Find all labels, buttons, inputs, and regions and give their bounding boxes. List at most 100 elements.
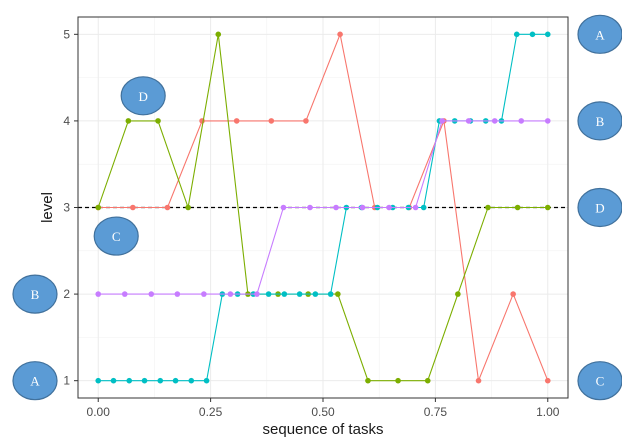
data-point bbox=[110, 377, 117, 384]
bubble-label: A bbox=[30, 374, 40, 389]
y-tick-label: 2 bbox=[63, 287, 70, 301]
bubble-shape bbox=[12, 361, 58, 401]
data-point bbox=[157, 377, 164, 384]
data-point bbox=[130, 204, 136, 211]
bubble-c: C bbox=[93, 216, 139, 256]
data-point bbox=[188, 377, 195, 384]
data-point bbox=[254, 291, 260, 297]
bubble-shape bbox=[577, 361, 622, 401]
data-point bbox=[174, 291, 181, 297]
x-tick-label: 0.75 bbox=[424, 405, 448, 419]
data-point bbox=[280, 204, 287, 211]
bubble-shape bbox=[577, 14, 622, 54]
data-point bbox=[514, 204, 521, 211]
data-point bbox=[491, 118, 498, 124]
data-point bbox=[148, 291, 155, 297]
data-point bbox=[327, 291, 334, 297]
bubble-label: D bbox=[595, 201, 604, 216]
data-point bbox=[95, 377, 102, 384]
bubble-label: B bbox=[596, 114, 605, 129]
data-point bbox=[359, 204, 366, 211]
data-point bbox=[95, 204, 102, 211]
data-point bbox=[121, 291, 128, 297]
data-point bbox=[281, 291, 288, 297]
y-axis-ticks: 1 2 3 4 5 bbox=[63, 27, 78, 388]
y-tick-label: 1 bbox=[63, 374, 70, 388]
data-point bbox=[439, 118, 445, 124]
series-layer bbox=[95, 31, 551, 384]
data-point bbox=[529, 31, 536, 38]
data-point bbox=[544, 31, 551, 38]
series-line bbox=[98, 120, 548, 295]
bubble-d: D bbox=[577, 187, 622, 228]
data-point bbox=[365, 377, 371, 384]
data-point bbox=[455, 291, 461, 297]
data-point bbox=[296, 291, 303, 297]
x-tick-label: 0.00 bbox=[87, 405, 111, 419]
data-point bbox=[518, 118, 525, 124]
data-point bbox=[335, 291, 341, 297]
bubble-label: A bbox=[595, 27, 605, 42]
data-point bbox=[395, 377, 401, 384]
y-axis-title: level bbox=[39, 192, 56, 223]
data-point bbox=[201, 291, 207, 297]
data-point bbox=[126, 377, 133, 384]
data-point bbox=[312, 291, 319, 297]
data-point bbox=[164, 204, 171, 211]
bubble-label: C bbox=[112, 229, 121, 244]
data-point bbox=[485, 204, 491, 211]
data-point bbox=[510, 291, 516, 297]
data-point bbox=[215, 31, 222, 38]
y-tick-label: 3 bbox=[63, 201, 70, 215]
data-point bbox=[303, 118, 309, 124]
bubble-a: A bbox=[577, 14, 622, 54]
y-tick-label: 4 bbox=[63, 114, 70, 128]
bubble-shape bbox=[577, 187, 622, 228]
data-point bbox=[265, 291, 272, 297]
data-point bbox=[125, 118, 132, 124]
bubble-label: D bbox=[138, 89, 147, 104]
data-point bbox=[307, 204, 313, 211]
data-point bbox=[155, 118, 161, 124]
annotation-bubbles: A B D C B A D C bbox=[12, 14, 622, 401]
bubble-shape bbox=[120, 76, 166, 116]
data-point bbox=[513, 31, 520, 38]
bubble-b: B bbox=[12, 274, 58, 314]
data-point bbox=[333, 204, 339, 211]
series-4 bbox=[95, 118, 551, 297]
data-point bbox=[141, 377, 148, 384]
data-point bbox=[412, 204, 419, 211]
bubble-c: C bbox=[577, 361, 622, 401]
data-point bbox=[268, 118, 275, 124]
bubble-b: B bbox=[577, 101, 622, 141]
data-point bbox=[227, 291, 234, 297]
data-point bbox=[420, 204, 427, 211]
x-axis-ticks: 0.00 0.25 0.50 0.75 1.00 bbox=[87, 398, 560, 419]
data-point bbox=[337, 31, 343, 38]
x-tick-label: 0.50 bbox=[311, 405, 335, 419]
series-line bbox=[98, 32, 549, 383]
bubble-label: C bbox=[596, 374, 605, 389]
x-tick-label: 1.00 bbox=[536, 405, 560, 419]
bubble-shape bbox=[93, 216, 139, 256]
x-tick-label: 0.25 bbox=[199, 405, 223, 419]
data-point bbox=[544, 118, 551, 124]
data-point bbox=[465, 118, 472, 124]
data-point bbox=[172, 377, 179, 384]
bubble-shape bbox=[577, 101, 622, 141]
bubble-shape bbox=[12, 274, 58, 314]
data-point bbox=[424, 377, 431, 384]
bubble-a: A bbox=[12, 361, 58, 401]
data-point bbox=[475, 377, 482, 384]
bubble-d: D bbox=[120, 76, 166, 116]
y-tick-label: 5 bbox=[63, 27, 70, 41]
data-point bbox=[544, 377, 551, 384]
data-point bbox=[233, 118, 240, 124]
data-point bbox=[386, 204, 392, 211]
data-point bbox=[203, 377, 210, 384]
x-axis-title: sequence of tasks bbox=[263, 421, 384, 438]
data-point bbox=[544, 204, 551, 211]
data-point bbox=[185, 204, 191, 211]
data-point bbox=[95, 291, 102, 297]
